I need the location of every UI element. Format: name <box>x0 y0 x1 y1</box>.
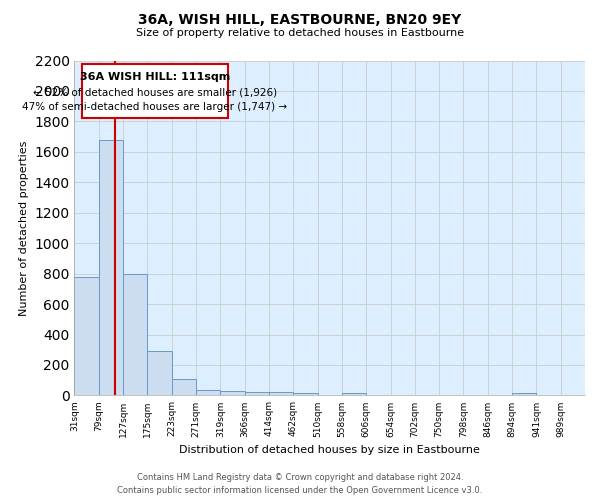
X-axis label: Distribution of detached houses by size in Eastbourne: Distribution of detached houses by size … <box>179 445 480 455</box>
Text: Contains HM Land Registry data © Crown copyright and database right 2024.
Contai: Contains HM Land Registry data © Crown c… <box>118 474 482 495</box>
Bar <box>293 392 317 396</box>
Bar <box>220 391 245 396</box>
Bar <box>123 274 148 396</box>
Bar <box>99 140 123 396</box>
Bar <box>172 378 196 396</box>
Bar <box>245 392 269 396</box>
Text: ← 52% of detached houses are smaller (1,926): ← 52% of detached houses are smaller (1,… <box>32 87 277 97</box>
Text: 36A WISH HILL: 111sqm: 36A WISH HILL: 111sqm <box>80 72 230 82</box>
Y-axis label: Number of detached properties: Number of detached properties <box>19 140 29 316</box>
Bar <box>196 390 220 396</box>
Bar <box>148 350 172 396</box>
FancyBboxPatch shape <box>82 64 227 118</box>
Bar <box>342 392 366 396</box>
Bar <box>512 392 536 396</box>
Text: 36A, WISH HILL, EASTBOURNE, BN20 9EY: 36A, WISH HILL, EASTBOURNE, BN20 9EY <box>139 12 461 26</box>
Bar <box>74 278 99 396</box>
Bar <box>269 392 293 396</box>
Text: 47% of semi-detached houses are larger (1,747) →: 47% of semi-detached houses are larger (… <box>22 102 287 113</box>
Text: Size of property relative to detached houses in Eastbourne: Size of property relative to detached ho… <box>136 28 464 38</box>
